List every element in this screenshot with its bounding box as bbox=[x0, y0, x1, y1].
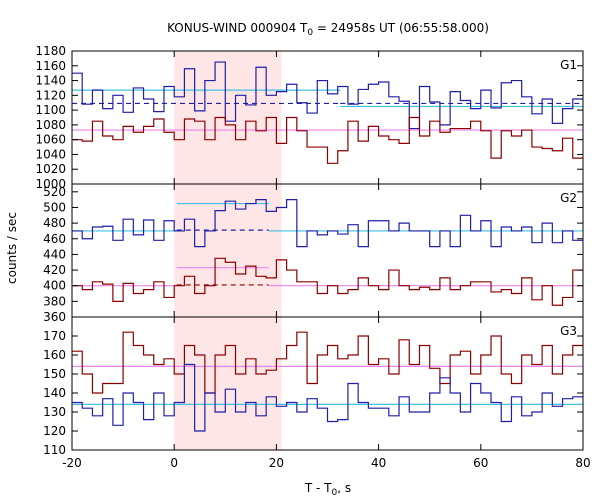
g2-ytick-label: 480 bbox=[43, 216, 66, 230]
g1-ytick-label: 1160 bbox=[35, 59, 66, 73]
panels-group: 1000102010401060108011001120114011601180… bbox=[35, 44, 590, 470]
g3-ytick-label: 140 bbox=[43, 386, 66, 400]
g2-series-g2 bbox=[72, 199, 583, 248]
g1-ytick-label: 1080 bbox=[35, 118, 66, 132]
g1-frame bbox=[71, 50, 584, 185]
g2-ytick-label: 420 bbox=[43, 263, 66, 277]
g2-ytick-label: 380 bbox=[43, 294, 66, 308]
g1-series-g2 bbox=[72, 61, 583, 130]
g1-ytick-label: 1180 bbox=[35, 44, 66, 58]
chart-title: KONUS-WIND 000904 T0 = 24958s UT (06:55:… bbox=[167, 21, 489, 38]
g2-frame bbox=[71, 183, 584, 318]
g1-series-g1 bbox=[72, 116, 583, 164]
x-tick-label: 20 bbox=[269, 456, 284, 470]
g1-highlight-region bbox=[174, 51, 282, 184]
g2-series-g1 bbox=[72, 257, 583, 306]
g3-series-g2 bbox=[72, 363, 583, 432]
x-axis-label: T - T0, s bbox=[304, 481, 351, 498]
x-tick-label: 80 bbox=[575, 456, 590, 470]
g3-ytick-label: 160 bbox=[43, 348, 66, 362]
g3-ytick-label: 110 bbox=[43, 443, 66, 457]
g3-highlight-region bbox=[174, 317, 282, 450]
g2-ytick-label: 440 bbox=[43, 247, 66, 261]
g2-ytick-label: 500 bbox=[43, 200, 66, 214]
g2-ytick-label: 460 bbox=[43, 232, 66, 246]
g3-ytick-label: 150 bbox=[43, 367, 66, 381]
g1-ytick-label: 1120 bbox=[35, 88, 66, 102]
g3-ytick-label: 120 bbox=[43, 424, 66, 438]
g2-ytick-label: 520 bbox=[43, 185, 66, 199]
g3-ytick-label: 130 bbox=[43, 405, 66, 419]
g1-ytick-label: 1000 bbox=[35, 177, 66, 191]
g3-series-g1 bbox=[72, 331, 583, 394]
g3-frame bbox=[71, 316, 584, 451]
g2-ytick-label: 360 bbox=[43, 310, 66, 324]
g1-ytick-label: 1140 bbox=[35, 74, 66, 88]
g1-ytick-label: 1040 bbox=[35, 147, 66, 161]
g2-panel-label: G2 bbox=[560, 191, 577, 205]
g1-ytick-label: 1100 bbox=[35, 103, 66, 117]
g2-highlight-region bbox=[174, 184, 282, 317]
g3-ytick-label: 170 bbox=[43, 329, 66, 343]
x-tick-label: 0 bbox=[170, 456, 178, 470]
g1-ytick-label: 1060 bbox=[35, 133, 66, 147]
g1-ytick-label: 1020 bbox=[35, 162, 66, 176]
g2-ytick-label: 400 bbox=[43, 279, 66, 293]
x-tick-label: 40 bbox=[371, 456, 386, 470]
g3-panel-label: G3 bbox=[560, 324, 577, 338]
g1-panel-label: G1 bbox=[560, 58, 577, 72]
x-tick-label: 60 bbox=[473, 456, 488, 470]
x-tick-label: -20 bbox=[62, 456, 82, 470]
y-axis-label: counts / sec bbox=[5, 212, 19, 284]
